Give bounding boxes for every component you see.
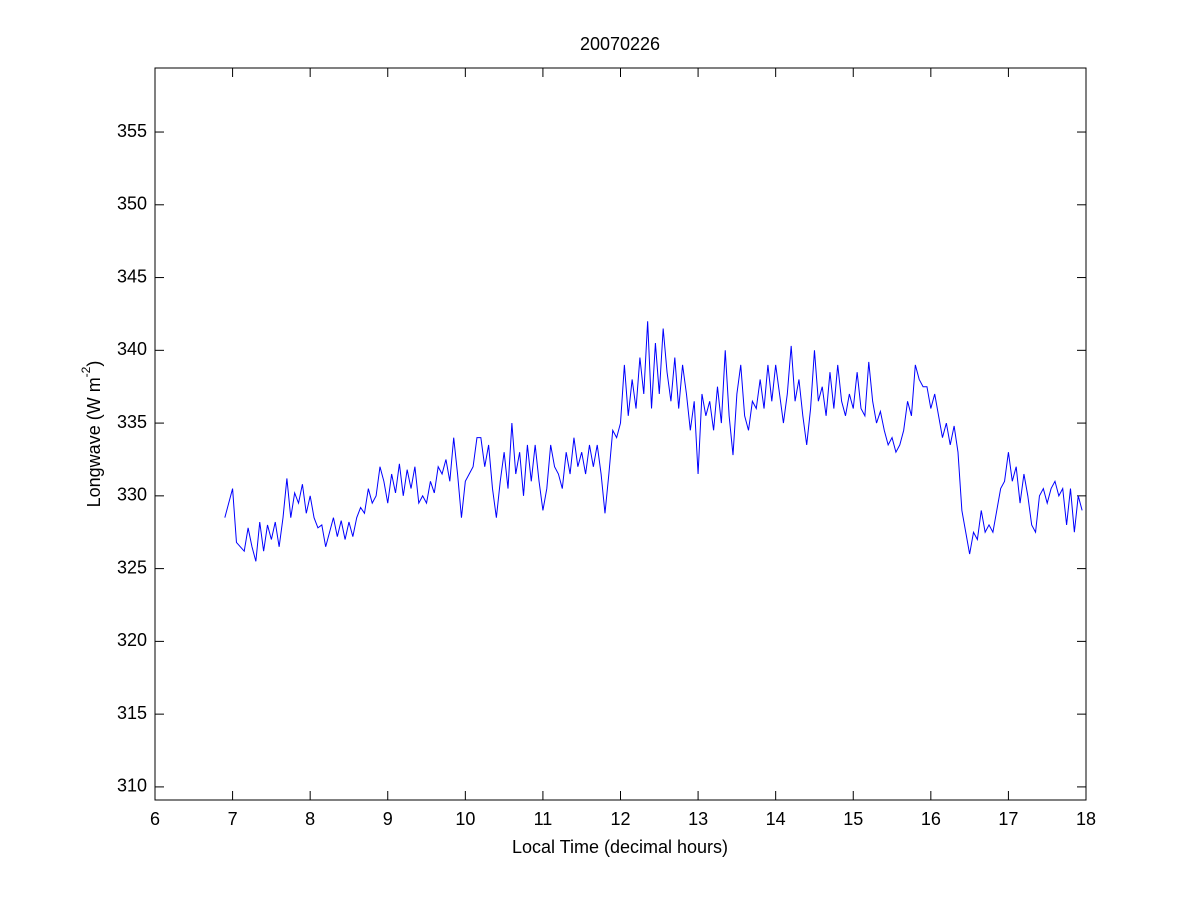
x-tick-label: 14 [766,809,786,829]
plot-frame [154,67,1087,801]
y-tick-label: 335 [117,412,147,432]
chart-title: 20070226 [580,34,660,54]
x-tick-label: 17 [998,809,1018,829]
x-tick-label: 18 [1076,809,1096,829]
x-axis-label: Local Time (decimal hours) [512,837,728,857]
x-tick-label: 8 [305,809,315,829]
x-tick-label: 10 [455,809,475,829]
y-label-end: ) [84,361,104,367]
y-tick-label: 350 [117,194,147,214]
y-axis-label: Longwave (W m-2) [79,361,104,508]
y-tick-label: 325 [117,557,147,577]
y-tick-label: 310 [117,776,147,796]
x-tick-label: 7 [228,809,238,829]
y-tick-label: 345 [117,266,147,286]
y-tick-label: 320 [117,630,147,650]
x-tick-label: 9 [383,809,393,829]
data-line [224,321,1083,562]
y-tick-label: 340 [117,339,147,359]
x-tick-label: 13 [688,809,708,829]
x-tick-label: 11 [534,809,553,829]
y-tick-label: 330 [117,485,147,505]
y-tick-label: 315 [117,703,147,723]
x-tick-label: 12 [610,809,630,829]
x-tick-label: 6 [150,809,160,829]
y-label-sup: -2 [79,366,93,377]
x-tick-label: 15 [843,809,863,829]
y-label-main: Longwave (W m [84,377,104,507]
y-tick-label: 355 [117,121,147,141]
x-tick-label: 16 [921,809,941,829]
